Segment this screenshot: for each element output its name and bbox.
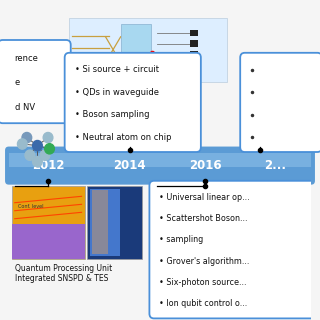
Bar	[190, 40, 198, 47]
Bar	[92, 190, 108, 254]
FancyBboxPatch shape	[0, 40, 71, 123]
Text: 2016: 2016	[189, 159, 222, 172]
FancyBboxPatch shape	[5, 147, 315, 185]
Text: • Si source + circuit: • Si source + circuit	[75, 65, 159, 75]
Circle shape	[33, 140, 42, 151]
Circle shape	[40, 150, 50, 160]
FancyBboxPatch shape	[65, 53, 201, 152]
Bar	[87, 186, 142, 259]
Circle shape	[22, 132, 32, 143]
Text: • Scattershot Boson...: • Scattershot Boson...	[159, 214, 248, 223]
Text: • Boson sampling: • Boson sampling	[75, 110, 149, 119]
Text: Quantum Processing Unit: Quantum Processing Unit	[15, 264, 112, 273]
FancyBboxPatch shape	[149, 181, 316, 318]
Text: 2014: 2014	[113, 159, 146, 172]
Circle shape	[45, 144, 54, 154]
FancyBboxPatch shape	[9, 154, 311, 167]
Circle shape	[43, 132, 53, 143]
Text: e: e	[15, 78, 20, 87]
Bar	[190, 61, 198, 68]
Text: Integrated SNSPD & TES: Integrated SNSPD & TES	[15, 274, 108, 283]
Text: • Universal linear op...: • Universal linear op...	[159, 193, 250, 202]
Text: • Neutral atom on chip: • Neutral atom on chip	[75, 132, 171, 142]
Bar	[12, 186, 84, 259]
Text: • QDs in waveguide: • QDs in waveguide	[75, 88, 159, 97]
Bar	[12, 224, 84, 259]
Bar	[190, 51, 198, 57]
Text: • Ion qubit control o...: • Ion qubit control o...	[159, 300, 248, 308]
Circle shape	[25, 150, 35, 160]
Text: • sampling: • sampling	[159, 236, 204, 244]
FancyBboxPatch shape	[240, 53, 320, 152]
Text: • Grover's algorithm...: • Grover's algorithm...	[159, 257, 250, 266]
Text: 2012: 2012	[32, 159, 64, 172]
Bar	[190, 72, 198, 78]
Text: Conf. level: Conf. level	[18, 204, 43, 209]
Text: 2...: 2...	[264, 159, 286, 172]
Text: rence: rence	[15, 54, 39, 63]
Bar	[121, 24, 151, 78]
Bar	[190, 30, 198, 36]
Text: • Six-photon source...: • Six-photon source...	[159, 278, 247, 287]
Circle shape	[33, 156, 42, 167]
Bar	[69, 18, 227, 82]
Circle shape	[18, 139, 27, 149]
Text: d NV: d NV	[15, 103, 35, 112]
Bar	[90, 189, 120, 256]
